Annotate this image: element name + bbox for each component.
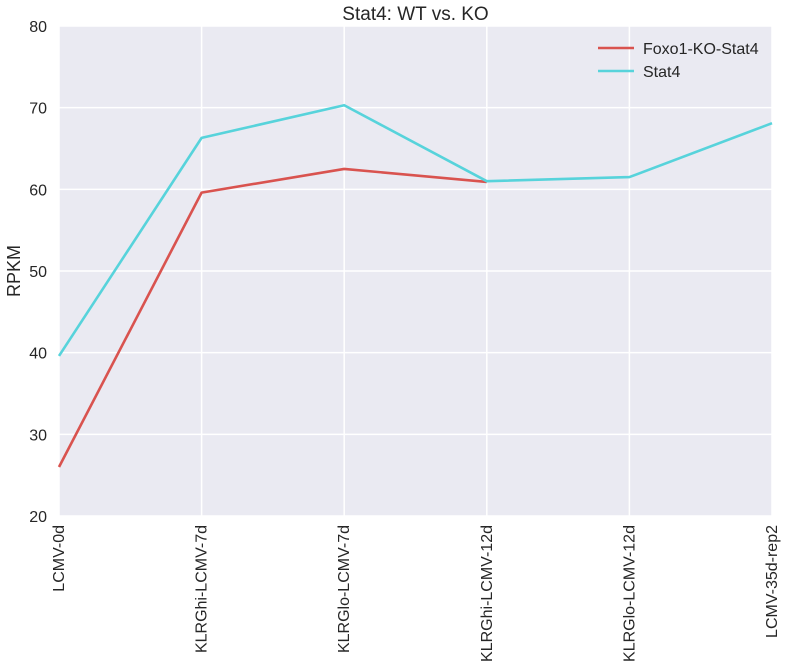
y-tick-label: 80 [29, 19, 47, 36]
series-line [57, 167, 487, 468]
legend: Foxo1-KO-Stat4 Stat4 [598, 41, 759, 81]
x-tick-label: KLRGlo-LCMV-7d [336, 525, 353, 653]
x-tick-label: KLRGlo-LCMV-12d [621, 525, 638, 662]
x-tick-label: LCMV-0d [51, 525, 68, 592]
y-axis-label: RPKM [4, 245, 24, 297]
y-tick-label: 20 [29, 509, 47, 526]
x-tick-label: LCMV-35d-rep2 [764, 525, 781, 638]
y-tick-label: 30 [29, 427, 47, 444]
chart-title: Stat4: WT vs. KO [342, 4, 488, 25]
x-axis-ticks: LCMV-0d KLRGhi-LCMV-7d KLRGlo-LCMV-7d KLRGh… [51, 525, 781, 662]
x-tick-label: KLRGhi-LCMV-12d [479, 525, 496, 662]
legend-label: Foxo1-KO-Stat4 [643, 41, 759, 58]
x-tick-label: KLRGhi-LCMV-7d [194, 525, 211, 653]
series-lines [57, 103, 773, 468]
y-tick-label: 60 [29, 182, 47, 199]
y-tick-label: 40 [29, 346, 47, 363]
y-tick-label: 70 [29, 101, 47, 118]
series-line [57, 103, 773, 357]
legend-label: Stat4 [643, 64, 680, 81]
grid-lines [58, 25, 773, 517]
y-tick-label: 50 [29, 264, 47, 281]
y-axis-ticks: 20 30 40 50 60 70 80 [29, 19, 47, 526]
